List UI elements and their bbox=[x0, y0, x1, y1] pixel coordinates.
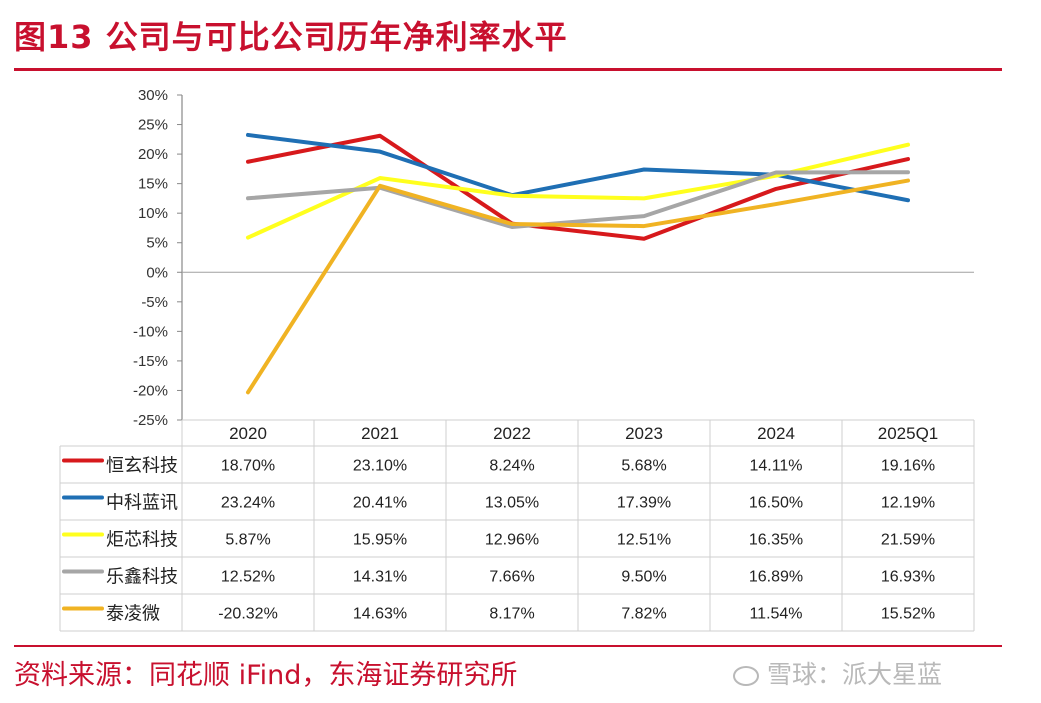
x-category-label: 2025Q1 bbox=[878, 424, 939, 443]
legend-label: 泰凌微 bbox=[106, 604, 160, 625]
data-label: 18.70% bbox=[221, 458, 275, 475]
wechat-icon bbox=[733, 666, 759, 686]
data-label: 5.87% bbox=[225, 532, 270, 549]
data-label: 12.52% bbox=[221, 569, 275, 586]
data-label: 15.95% bbox=[353, 532, 407, 549]
x-category-label: 2023 bbox=[625, 424, 663, 443]
data-table: 2020 2021 2022 2023 2024 2025Q1 恒玄科技 18.70% 23.1… bbox=[59, 419, 975, 632]
legend-label: 中科蓝讯 bbox=[106, 493, 178, 514]
y-tick-label: -5% bbox=[141, 294, 168, 311]
data-label: 12.19% bbox=[881, 495, 935, 512]
y-tick-label: 0% bbox=[146, 264, 168, 281]
data-label: 11.54% bbox=[749, 606, 802, 623]
watermark: 雪球：派大星蓝 bbox=[733, 655, 942, 691]
data-label: 14.63% bbox=[353, 606, 407, 623]
data-label: 9.50% bbox=[621, 569, 666, 586]
data-label: 16.35% bbox=[749, 532, 803, 549]
footer-divider bbox=[14, 645, 1002, 647]
series-line bbox=[246, 170, 910, 230]
series-lines bbox=[246, 132, 910, 395]
x-category-label: 2020 bbox=[229, 424, 267, 443]
y-tick-label: 25% bbox=[138, 117, 168, 134]
y-tick-label: 15% bbox=[138, 176, 168, 193]
net-margin-chart: 30% 25% 20% 15% 10% 5% 0% -5% -10% -15% -20% -25% 2… bbox=[59, 87, 975, 632]
data-label: 15.52% bbox=[881, 606, 935, 623]
x-category-label: 2021 bbox=[361, 424, 399, 443]
y-tick-label: -15% bbox=[133, 353, 168, 370]
data-label: 12.96% bbox=[485, 532, 539, 549]
data-label: 23.10% bbox=[353, 458, 407, 475]
figure-title: 图13 公司与可比公司历年净利率水平 bbox=[14, 18, 568, 56]
source-note: 资料来源：同花顺 iFind，东海证券研究所 bbox=[14, 660, 518, 691]
title-divider bbox=[14, 68, 1002, 71]
data-label: 16.93% bbox=[881, 569, 935, 586]
y-tick-label: 30% bbox=[138, 87, 168, 104]
series-line bbox=[246, 132, 910, 203]
data-label: 20.41% bbox=[353, 495, 407, 512]
data-label: 7.82% bbox=[621, 606, 666, 623]
legend-label: 乐鑫科技 bbox=[106, 567, 178, 588]
data-label: 14.11% bbox=[749, 458, 802, 475]
data-label: 13.05% bbox=[485, 495, 539, 512]
data-label: 8.17% bbox=[489, 606, 534, 623]
data-label: 5.68% bbox=[621, 458, 666, 475]
y-tick-label: 10% bbox=[138, 205, 168, 222]
series-line bbox=[246, 178, 910, 395]
y-axis: 30% 25% 20% 15% 10% 5% 0% -5% -10% -15% -20% -25% bbox=[133, 87, 974, 429]
data-label: 17.39% bbox=[617, 495, 671, 512]
data-label: 21.59% bbox=[881, 532, 935, 549]
data-label: 16.50% bbox=[749, 495, 803, 512]
watermark-text: 雪球：派大星蓝 bbox=[767, 660, 943, 689]
data-label: 14.31% bbox=[353, 569, 407, 586]
y-tick-label: 20% bbox=[138, 146, 168, 163]
legend-label: 恒玄科技 bbox=[106, 456, 178, 477]
x-category-label: 2022 bbox=[493, 424, 531, 443]
data-label: 19.16% bbox=[881, 458, 935, 475]
data-label: 8.24% bbox=[489, 458, 534, 475]
data-label: -20.32% bbox=[218, 606, 278, 623]
data-label: 7.66% bbox=[489, 569, 534, 586]
y-tick-label: -25% bbox=[133, 412, 168, 429]
data-label: 16.89% bbox=[749, 569, 803, 586]
data-label: 12.51% bbox=[617, 532, 671, 549]
legend-label: 炬芯科技 bbox=[106, 530, 178, 551]
series-line bbox=[246, 133, 910, 241]
y-tick-label: 5% bbox=[146, 235, 168, 252]
data-label: 23.24% bbox=[221, 495, 275, 512]
y-tick-label: -10% bbox=[133, 323, 168, 340]
x-category-label: 2024 bbox=[757, 424, 795, 443]
y-tick-label: -20% bbox=[133, 382, 168, 399]
